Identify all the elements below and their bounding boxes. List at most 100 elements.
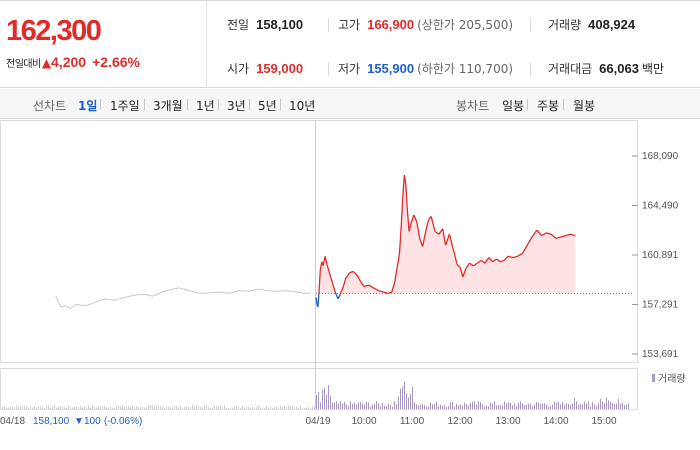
volume-bar xyxy=(260,407,261,409)
volume-bar xyxy=(576,401,577,409)
candle-weekly[interactable]: 주봉 xyxy=(537,99,560,113)
period-1year[interactable]: 1년 xyxy=(196,99,215,113)
divider xyxy=(280,99,281,110)
volume-bar xyxy=(336,401,337,409)
time-tick-label: 13:00 xyxy=(495,416,520,427)
period-3month[interactable]: 3개월 xyxy=(153,99,183,113)
volume-bar xyxy=(368,402,369,409)
divider xyxy=(530,62,531,76)
volume-legend-swatch xyxy=(652,374,655,382)
volume-bar xyxy=(456,403,457,409)
volume-bar xyxy=(316,395,317,409)
volume-bar xyxy=(584,401,585,409)
price-plot-frame xyxy=(0,120,638,363)
volume-bar xyxy=(536,402,537,409)
volume-bar xyxy=(274,406,275,409)
volume-bar xyxy=(170,407,171,409)
volume-label: 거래량 xyxy=(548,18,582,32)
period-1week[interactable]: 1주일 xyxy=(110,99,140,113)
volume-bar xyxy=(324,387,325,409)
volume-bar xyxy=(128,406,129,409)
volume-bar xyxy=(360,402,361,409)
volume-bar xyxy=(176,405,177,409)
volume-bar xyxy=(226,407,227,409)
time-tick-label: 15:00 xyxy=(591,416,616,427)
volume-bar xyxy=(288,405,289,409)
volume-bar xyxy=(186,406,187,409)
volume-bar xyxy=(106,407,107,409)
volume-bar xyxy=(330,395,331,409)
volume-bar xyxy=(58,406,59,409)
volume-bar xyxy=(24,405,25,409)
today-price-line-up xyxy=(318,174,576,295)
volume-bar xyxy=(212,407,213,409)
candle-daily[interactable]: 일봉 xyxy=(502,99,525,113)
candle-monthly[interactable]: 월봉 xyxy=(573,99,596,113)
volume-bar xyxy=(462,405,463,409)
intraday-price-chart[interactable]: 168,090 164,490 160,891 157,291 153,691 … xyxy=(0,120,700,450)
svg-text:04/18 158,100: 04/18 158,100 ▼ 100 (-0.06%) xyxy=(0,416,142,427)
volume-bar xyxy=(196,405,197,409)
volume-bar xyxy=(124,407,125,409)
volume-bar xyxy=(12,406,13,409)
prev-close-cell: 전일 158,100 xyxy=(227,16,303,33)
period-5year[interactable]: 5년 xyxy=(258,99,277,113)
volume-bar xyxy=(472,401,473,409)
volume-bar xyxy=(60,406,61,409)
volume-bar xyxy=(498,404,499,409)
volume-bar xyxy=(532,406,533,409)
volume-bar xyxy=(42,407,43,409)
volume-bar xyxy=(190,407,191,409)
high-cell: 고가 166,900 (상한가 205,500) xyxy=(338,16,513,33)
volume-bar xyxy=(354,403,355,409)
prev-day-info: 04/18 158,100 ▼ 100 (-0.06%) xyxy=(0,416,142,427)
volume-bar xyxy=(560,404,561,409)
volume-bar xyxy=(54,405,55,409)
volume-bar xyxy=(192,405,193,409)
period-10year[interactable]: 10년 xyxy=(289,99,316,113)
volume-bar xyxy=(98,406,99,409)
volume-bar xyxy=(276,406,277,409)
volume-bar xyxy=(432,404,433,409)
volume-bar xyxy=(556,402,557,409)
volume-bar xyxy=(608,400,609,409)
volume-bar xyxy=(290,405,291,409)
divider xyxy=(249,99,250,110)
volume-bar xyxy=(430,402,431,409)
volume-bar xyxy=(598,403,599,409)
volume-bar xyxy=(262,407,263,409)
volume-bar xyxy=(614,404,615,409)
period-1day[interactable]: 1일 xyxy=(78,99,98,113)
volume-bar xyxy=(602,401,603,409)
volume-bar xyxy=(352,403,353,409)
volume-bar xyxy=(168,406,169,409)
volume-bar xyxy=(278,408,279,409)
volume-bar xyxy=(100,406,101,409)
volume-bar xyxy=(334,402,335,409)
volume-bar xyxy=(612,402,613,409)
volume-bar xyxy=(464,402,465,409)
volume-bar xyxy=(4,406,5,409)
volume-bar xyxy=(210,407,211,409)
volume-bar xyxy=(452,401,453,409)
volume-bar xyxy=(438,406,439,409)
volume-bar xyxy=(484,406,485,409)
volume-bar xyxy=(182,408,183,409)
period-3year[interactable]: 3년 xyxy=(227,99,246,113)
volume-bar xyxy=(138,407,139,409)
volume-bar xyxy=(86,407,87,409)
volume-bar xyxy=(542,403,543,409)
volume-bar xyxy=(528,403,529,409)
volume-bar xyxy=(448,406,449,409)
volume-bar xyxy=(622,402,623,409)
volume-bar xyxy=(6,407,7,409)
divider xyxy=(328,18,329,32)
volume-bar xyxy=(164,407,165,409)
volume-bar xyxy=(518,402,519,409)
time-tick-label: 14:00 xyxy=(543,416,568,427)
volume-bar xyxy=(126,406,127,409)
volume-bar xyxy=(478,401,479,409)
volume-bar xyxy=(592,402,593,409)
up-area-fill xyxy=(316,175,576,294)
volume-bar xyxy=(342,403,343,409)
